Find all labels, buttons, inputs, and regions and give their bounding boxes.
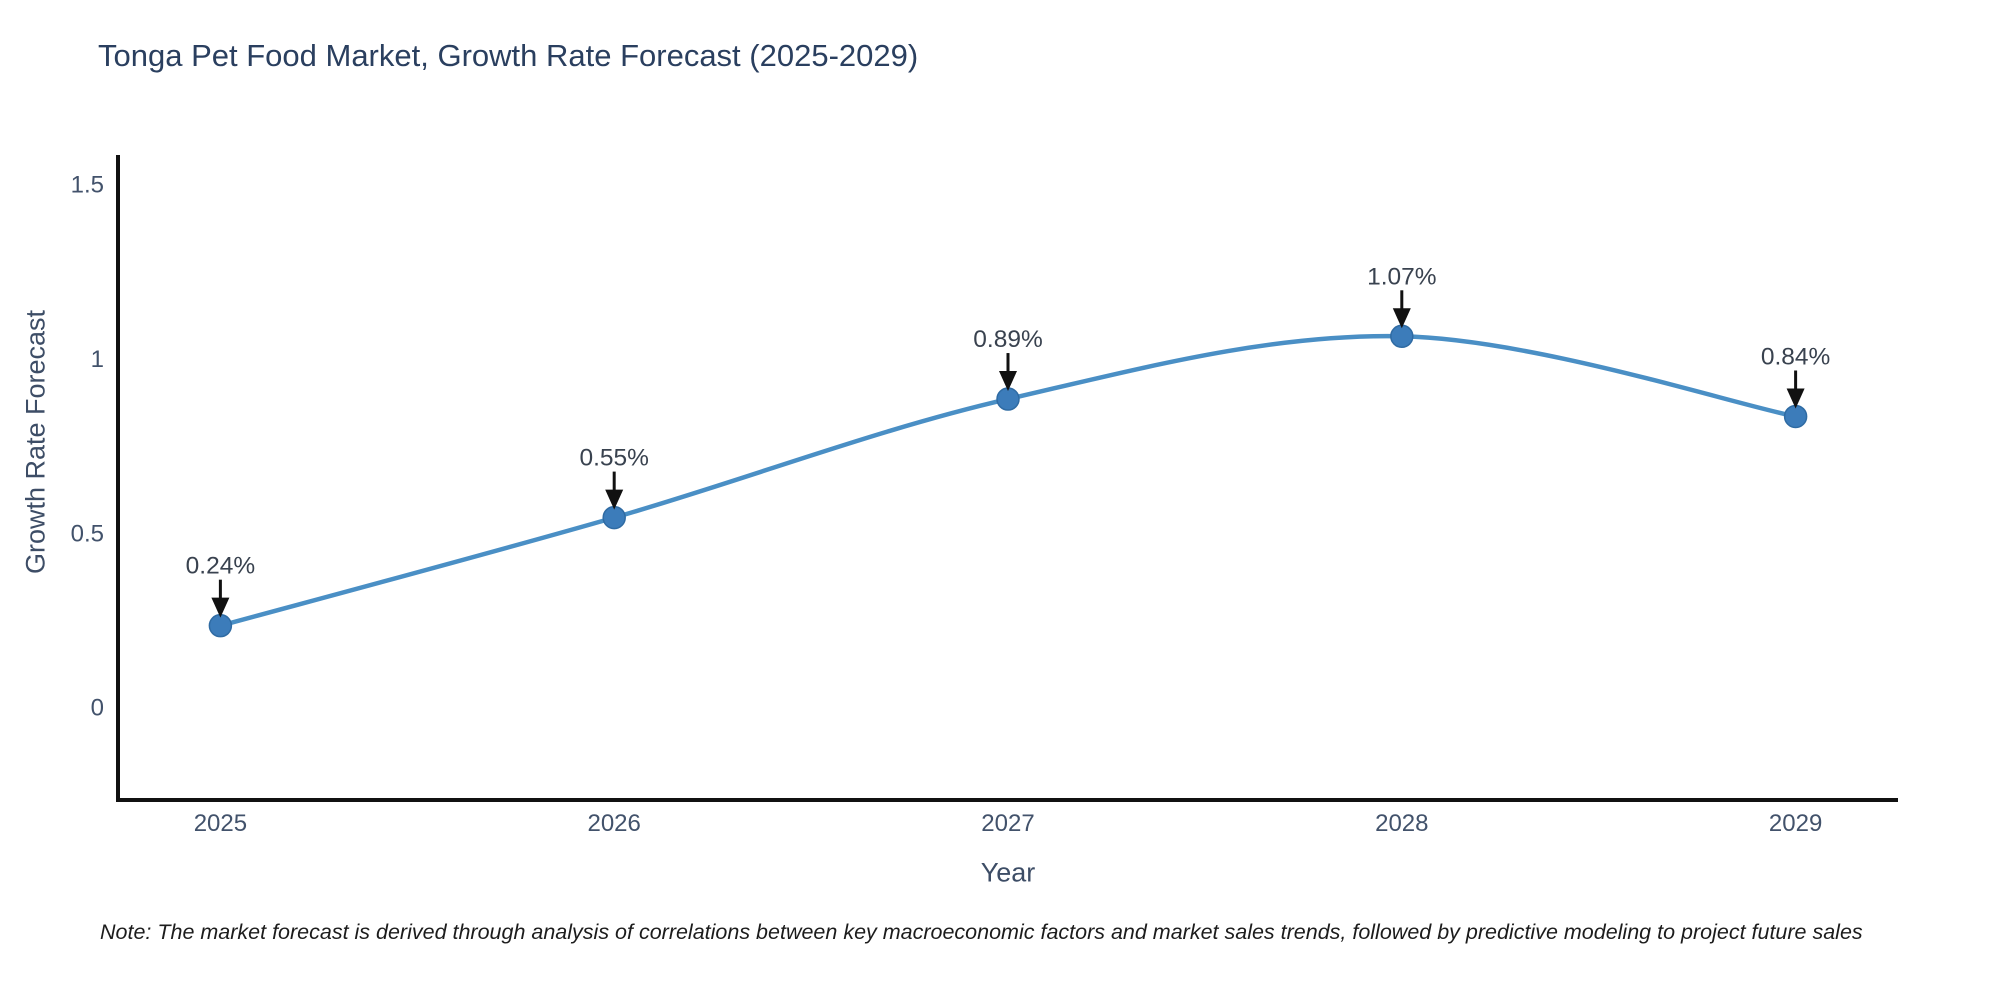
data-point-label: 1.07% [1367, 263, 1436, 290]
data-point-label: 0.55% [579, 445, 648, 472]
annotation-arrowhead-icon [1392, 308, 1411, 329]
x-tick-label: 2025 [194, 810, 247, 837]
x-axis-title: Year [980, 857, 1036, 888]
y-tick-label: 1.5 [71, 172, 104, 199]
y-tick-label: 0.5 [71, 520, 104, 547]
x-tick-label: 2029 [1769, 810, 1822, 837]
x-tick-label: 2028 [1375, 810, 1428, 837]
data-point-marker-2026[interactable] [602, 505, 626, 530]
annotation-arrowhead-icon [605, 489, 624, 510]
data-point-marker-2025[interactable] [208, 613, 233, 638]
data-point-marker-2027[interactable] [996, 387, 1020, 411]
data-point-label: 0.84% [1761, 343, 1830, 370]
data-point-marker-2028[interactable] [1390, 324, 1414, 349]
annotation-arrowhead-icon [1786, 388, 1805, 409]
y-tick-label: 1 [91, 346, 104, 373]
y-axis-title: Growth Rate Forecast [20, 309, 51, 575]
footnote-text: Note: The market forecast is derived thr… [100, 920, 1863, 944]
x-tick-label: 2026 [587, 810, 640, 837]
chart-title: Tonga Pet Food Market, Growth Rate Forec… [98, 38, 919, 73]
annotation-arrowhead-icon [211, 597, 230, 618]
y-tick-label: 0 [91, 695, 104, 722]
data-point-label: 0.24% [186, 553, 255, 580]
data-point-marker-2029[interactable] [1783, 404, 1808, 429]
data-point-label: 0.89% [973, 326, 1042, 353]
annotation-arrowhead-icon [999, 371, 1017, 392]
x-tick-label: 2027 [981, 810, 1034, 837]
